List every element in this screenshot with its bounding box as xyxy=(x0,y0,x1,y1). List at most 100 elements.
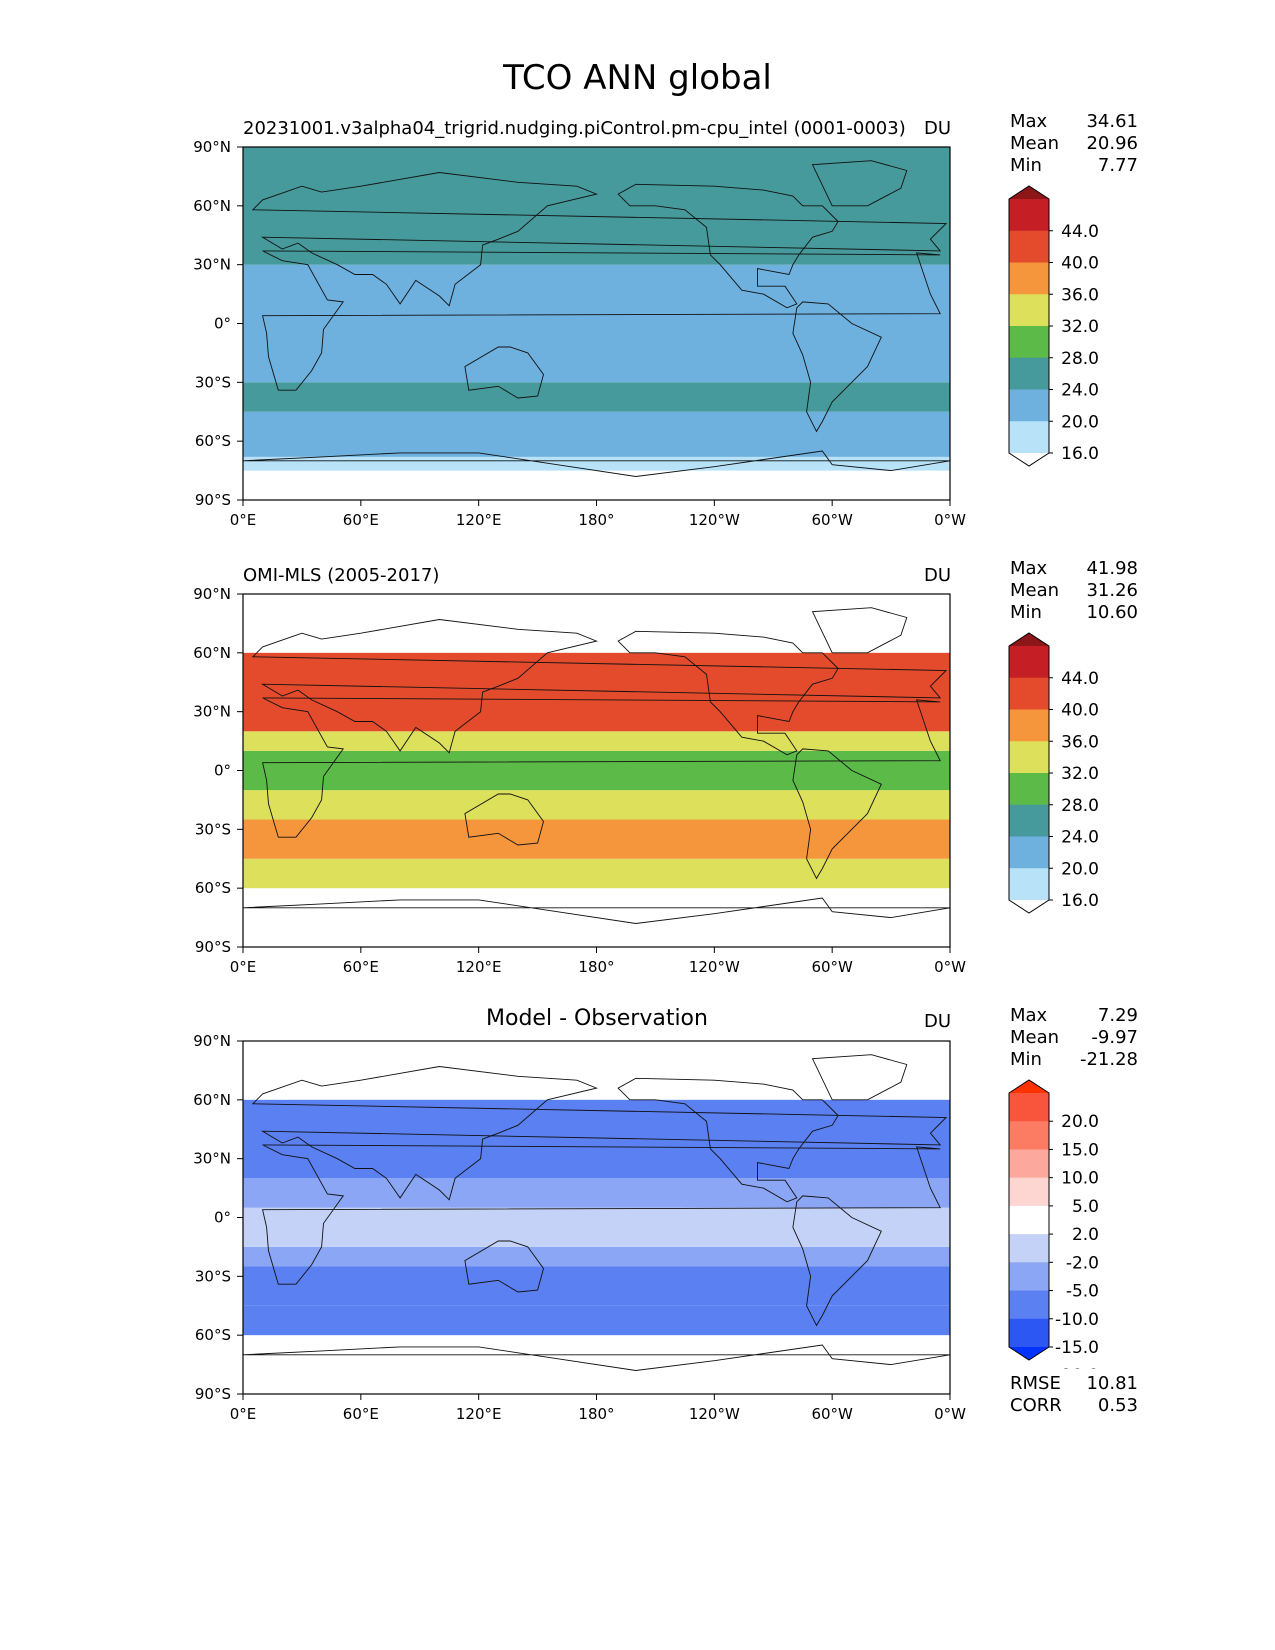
panel-2-map: 0°E 60°E 120°E 180° 120°W 60°W 0°W 90°N 60°N 30°N… xyxy=(193,585,966,976)
coastline xyxy=(242,1344,951,1371)
y-tick-label: 90°S xyxy=(195,491,231,509)
colorbar-extend-min xyxy=(1009,1347,1049,1360)
colorbar-box xyxy=(1009,1234,1049,1263)
colorbar-box xyxy=(1009,199,1049,232)
panel-1-left-title: 20231001.v3alpha04_trigrid.nudging.piCon… xyxy=(243,118,906,139)
y-tick-label: 90°S xyxy=(195,938,231,956)
coastline xyxy=(464,346,544,399)
stat-value: 41.98 xyxy=(1086,558,1138,579)
stat-label: Max xyxy=(1010,558,1048,579)
y-tick-label: 30°N xyxy=(193,703,231,721)
coastlines xyxy=(242,1054,951,1371)
colorbar-label: 24.0 xyxy=(1061,828,1099,848)
map-fill-group xyxy=(243,147,950,500)
colorbar-box xyxy=(1009,294,1049,327)
stat-value: 20.96 xyxy=(1086,133,1138,154)
colorbar-extend-min xyxy=(1009,453,1049,466)
coastline xyxy=(242,450,951,477)
colorbar-box xyxy=(1009,1205,1049,1235)
colorbar-label: 28.0 xyxy=(1061,796,1099,816)
stat-label: RMSE xyxy=(1010,1373,1061,1394)
panel-3-map: 0°E 60°E 120°E 180° 120°W 60°W 0°W 90°N 60°N 30°N… xyxy=(193,1032,966,1423)
coastline xyxy=(464,793,544,846)
panel-1-map: 0°E 60°E 120°E 180° 120°W 60°W 0°W 90°N 60°N 30°N… xyxy=(193,138,966,529)
panel-3-error-stats: RMSE 10.81 CORR 0.53 xyxy=(1010,1373,1138,1417)
panel-3-center-title: Model - Observation xyxy=(486,1006,708,1031)
x-tick-label: 180° xyxy=(578,958,614,976)
stat-value: -21.28 xyxy=(1079,1049,1138,1070)
colorbar-label: 16.0 xyxy=(1061,444,1099,464)
x-tick-label: 60°E xyxy=(343,958,379,976)
colorbar-label: 24.0 xyxy=(1061,381,1099,401)
x-tick-label: 180° xyxy=(578,511,614,529)
colorbar-box xyxy=(1009,262,1049,295)
colorbar-box xyxy=(1009,804,1049,837)
colorbar-label: 32.0 xyxy=(1061,317,1099,337)
stat-value: 10.81 xyxy=(1086,1373,1138,1394)
x-tick-label: 60°W xyxy=(811,958,853,976)
zonal-band xyxy=(243,731,950,751)
x-tick-label: 120°E xyxy=(456,1405,502,1423)
colorbar-label: 40.0 xyxy=(1061,701,1099,721)
stat-label: Min xyxy=(1010,155,1042,176)
stat-label: Max xyxy=(1010,111,1048,132)
colorbar-label: 10.0 xyxy=(1061,1169,1099,1189)
coastlines xyxy=(242,160,951,477)
colorbar-box xyxy=(1009,389,1049,422)
colorbar-box xyxy=(1009,326,1049,359)
zonal-band xyxy=(243,264,950,383)
y-tick-label: 60°S xyxy=(195,432,231,450)
y-tick-label: 60°S xyxy=(195,1326,231,1344)
stat-label: Mean xyxy=(1010,133,1060,154)
panel-2-colorbar: 44.040.036.032.028.024.020.016.012.0 xyxy=(1008,632,1099,914)
colorbar-label: 5.0 xyxy=(1072,1197,1099,1217)
x-tick-label: 0°W xyxy=(934,1405,966,1423)
colorbar-extend-max xyxy=(1009,186,1049,199)
colorbar-box xyxy=(1009,1121,1049,1150)
x-tick-label: 120°W xyxy=(689,511,740,529)
stat-label: Mean xyxy=(1010,1027,1060,1048)
y-tick-label: 60°N xyxy=(193,1091,231,1109)
colorbar-box xyxy=(1009,677,1049,710)
coastline xyxy=(251,1066,948,1201)
colorbar-label: 44.0 xyxy=(1061,669,1099,689)
map-fill-group xyxy=(243,594,950,947)
y-tick-label: 0° xyxy=(214,762,231,780)
zonal-band xyxy=(243,1246,950,1267)
coastline xyxy=(811,607,908,654)
coastline xyxy=(251,172,948,307)
stat-value: 7.29 xyxy=(1097,1005,1138,1026)
y-tick-label: 90°N xyxy=(193,585,231,603)
colorbar-label: 40.0 xyxy=(1061,254,1099,274)
colorbar-label: -5.0 xyxy=(1066,1282,1099,1302)
colorbar-extend-max xyxy=(1009,1080,1049,1093)
colorbar-label: 20.0 xyxy=(1061,412,1099,432)
colorbar-boxes xyxy=(1009,1080,1049,1360)
y-tick-label: 60°N xyxy=(193,197,231,215)
x-tick-label: 0°E xyxy=(230,511,257,529)
y-tick-label: 90°N xyxy=(193,138,231,156)
coastline xyxy=(242,897,951,924)
x-tick-label: 120°E xyxy=(456,511,502,529)
coastline xyxy=(251,619,948,754)
panel-3-unit: DU xyxy=(923,1011,951,1032)
zonal-band xyxy=(243,1266,950,1306)
colorbar-label: 44.0 xyxy=(1061,222,1099,242)
colorbar-label: 2.0 xyxy=(1072,1225,1099,1245)
coastline xyxy=(792,748,882,880)
colorbar-box xyxy=(1009,421,1049,454)
zonal-band xyxy=(243,652,950,732)
stat-value: 10.60 xyxy=(1086,602,1138,623)
colorbar-label: 20.0 xyxy=(1061,1112,1099,1132)
stat-label: Min xyxy=(1010,602,1042,623)
stat-label: Max xyxy=(1010,1005,1048,1026)
panel-2-left-title: OMI-MLS (2005-2017) xyxy=(243,565,440,586)
x-tick-label: 120°E xyxy=(456,958,502,976)
colorbar-box xyxy=(1009,709,1049,742)
stat-value: 34.61 xyxy=(1086,111,1138,132)
panel-1-colorbar: 44.040.036.032.028.024.020.016.012.0 xyxy=(1008,185,1099,467)
y-tick-label: 30°S xyxy=(195,820,231,838)
colorbar-box xyxy=(1009,868,1049,901)
y-tick-label: 30°N xyxy=(193,256,231,274)
stat-label: Min xyxy=(1010,1049,1042,1070)
